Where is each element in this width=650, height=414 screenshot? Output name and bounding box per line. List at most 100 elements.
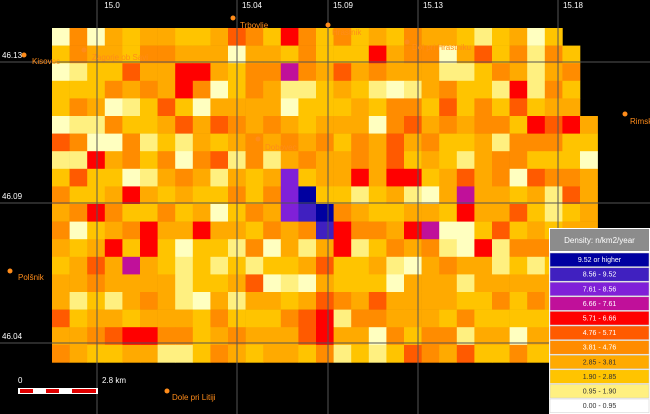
cell [368, 204, 387, 222]
cell [368, 344, 387, 363]
cell [474, 239, 493, 258]
cell [175, 292, 194, 310]
cell [474, 45, 493, 64]
cell [69, 256, 88, 275]
cell [562, 45, 581, 64]
cell [351, 344, 370, 363]
legend-label: 0.00 - 0.95 [583, 403, 617, 410]
cell [544, 80, 563, 99]
cell [386, 80, 405, 99]
cell [386, 239, 405, 258]
cell [509, 186, 528, 205]
cell [87, 28, 106, 46]
cell [210, 239, 229, 258]
scale-segment [46, 389, 59, 393]
cell [192, 28, 211, 46]
cell [474, 63, 493, 82]
cell [404, 309, 422, 328]
cell [421, 45, 440, 64]
cell [351, 256, 370, 275]
cell [492, 239, 510, 258]
cell [474, 151, 493, 170]
cell [316, 239, 334, 258]
cell [175, 221, 194, 240]
cell [157, 151, 176, 170]
place-label: Polšnik [18, 273, 45, 282]
cell [192, 116, 211, 134]
cell [404, 133, 422, 152]
cell [104, 186, 123, 205]
cell [245, 221, 264, 240]
cell [245, 292, 264, 310]
cell [386, 133, 405, 152]
cell [580, 168, 598, 187]
cell [210, 292, 229, 310]
cell [52, 204, 70, 222]
cell [527, 186, 546, 205]
cell [562, 186, 581, 205]
cell [527, 80, 546, 99]
cell [69, 133, 88, 152]
cell [298, 133, 317, 152]
legend-swatch [549, 296, 650, 311]
cell [175, 133, 194, 152]
legend-swatch [549, 311, 650, 326]
cell [69, 151, 88, 170]
cell [368, 45, 387, 64]
cell [368, 168, 387, 187]
cell [333, 98, 352, 117]
cell [421, 256, 440, 275]
cell [456, 221, 475, 240]
cell [280, 168, 299, 187]
cell [210, 98, 229, 117]
cell [492, 151, 510, 170]
cell [87, 80, 106, 99]
cell [316, 309, 334, 328]
cell [492, 309, 510, 328]
cell [210, 168, 229, 187]
cell [333, 256, 352, 275]
cell [456, 274, 475, 293]
cell [104, 80, 123, 99]
cell [439, 274, 458, 293]
place-dot [325, 22, 331, 28]
cell [87, 256, 106, 275]
cell [104, 133, 123, 152]
cell [280, 98, 299, 117]
cell [351, 204, 370, 222]
cell [333, 63, 352, 82]
cell [122, 204, 141, 222]
cell [316, 168, 334, 187]
cell [280, 204, 299, 222]
cell [333, 186, 352, 205]
cell [210, 309, 229, 328]
cell [421, 168, 440, 187]
cell [52, 292, 70, 310]
cell [263, 204, 282, 222]
cell [298, 344, 317, 363]
cell [52, 80, 70, 99]
cell [421, 221, 440, 240]
cell [245, 239, 264, 258]
cell [104, 256, 123, 275]
cell [509, 274, 528, 293]
cell [439, 28, 458, 46]
cell [492, 168, 510, 187]
cell [544, 204, 563, 222]
cell [69, 292, 88, 310]
cell [122, 292, 141, 310]
cell [333, 344, 352, 363]
cell [87, 186, 106, 205]
cell [527, 221, 546, 240]
cell [263, 28, 282, 46]
cell [263, 309, 282, 328]
cell [386, 98, 405, 117]
cell [439, 256, 458, 275]
cell [544, 186, 563, 205]
cell [298, 292, 317, 310]
place-dot [21, 52, 27, 58]
cell [210, 327, 229, 346]
cell [509, 28, 528, 46]
cell [333, 221, 352, 240]
latitude-label: 46.04 [2, 332, 23, 341]
